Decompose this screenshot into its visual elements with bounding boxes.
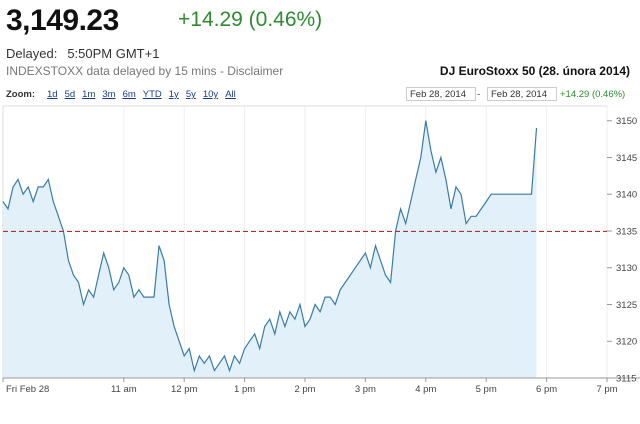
price-line [2, 120, 538, 373]
x-tick-label: 3 pm [355, 384, 376, 395]
y-tick-label: 3140 [616, 190, 637, 201]
y-tick-label: 3115 [616, 374, 636, 385]
y-tick-label: 3130 [616, 263, 637, 274]
quote-header: 3,149.23 +14.29 (0.46%) Delayed: 5:50PM G… [6, 2, 636, 86]
x-tick-label: 7 pm [596, 384, 617, 395]
zoom-3m[interactable]: 3m [102, 89, 116, 100]
range-change: +14.29 (0.46%) [560, 89, 626, 100]
x-axis-ticks: Fri Feb 28 11 am 12 pm 1 pm 2 pm 3 pm 4 pm 5 pm… [2, 378, 618, 395]
x-tick-label: 11 am [111, 384, 137, 395]
y-axis-ticks: 3115 3120 3125 3130 3135 3140 3145 3150 [607, 116, 637, 385]
zoom-5d[interactable]: 5d [64, 89, 76, 100]
x-tick-label: 5 pm [476, 384, 497, 395]
zoom-5y[interactable]: 5y [185, 89, 196, 100]
index-price: 3,149.23 [6, 4, 119, 37]
zoom-1d[interactable]: 1d [47, 89, 58, 100]
zoom-6m[interactable]: 6m [122, 89, 136, 100]
y-tick-label: 3125 [616, 300, 637, 311]
delayed-time: 5:50PM GMT+1 [67, 46, 160, 61]
x-tick-label: 12 pm [171, 384, 197, 395]
zoom-all[interactable]: All [225, 89, 236, 100]
y-tick-label: 3150 [616, 116, 637, 127]
range-separator: - [477, 89, 481, 100]
delay-status: Delayed: 5:50PM GMT+1 [6, 46, 159, 61]
zoom-1m[interactable]: 1m [82, 89, 96, 100]
y-tick-label: 3145 [616, 153, 637, 164]
price-change: +14.29 (0.46%) [178, 8, 323, 31]
x-tick-label: 4 pm [415, 384, 436, 395]
source-note-text: INDEXSTOXX data delayed by 15 mins - [6, 64, 228, 78]
zoom-options: 1d 5d 1m 3m 6m YTD 1y 5y 10y All [47, 89, 236, 100]
x-tick-label: 1 pm [234, 384, 255, 395]
x-tick-label: 6 pm [536, 384, 557, 395]
y-tick-label: 3135 [616, 226, 637, 237]
zoom-1y[interactable]: 1y [168, 89, 179, 100]
zoom-ytd[interactable]: YTD [142, 89, 162, 100]
delayed-label: Delayed: [6, 46, 58, 61]
disclaimer-link[interactable]: Disclaimer [227, 64, 284, 78]
range-end-field[interactable]: Feb 28, 2014 [487, 87, 557, 101]
x-tick-label: 2 pm [294, 384, 315, 395]
y-tick-label: 3120 [616, 337, 637, 348]
zoom-label: Zoom: [6, 89, 36, 100]
zoom-10y[interactable]: 10y [202, 89, 219, 100]
source-note: INDEXSTOXX data delayed by 15 mins - Dis… [6, 64, 283, 78]
chart-caption: DJ EuroStoxx 50 (28. února 2014) [439, 64, 630, 78]
price-area-fill [3, 120, 537, 378]
zoom-toolbar: Zoom: 1d 5d 1m 3m 6m YTD 1y 5y 10y All F… [3, 86, 637, 104]
x-tick-label: Fri Feb 28 [6, 384, 49, 395]
range-start-field[interactable]: Feb 28, 2014 [406, 87, 476, 101]
